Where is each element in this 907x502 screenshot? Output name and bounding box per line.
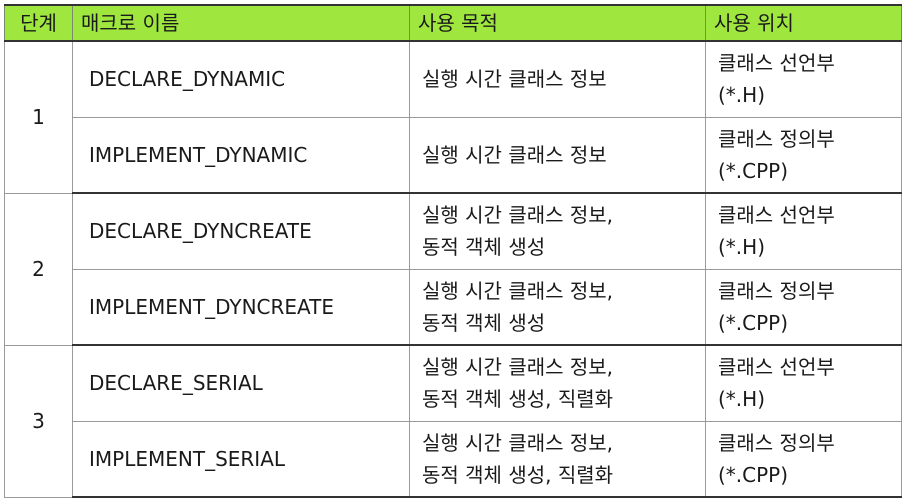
header-macro: 매크로 이름: [72, 4, 410, 42]
location-cell: 클래스 정의부 (*.CPP): [705, 268, 902, 346]
purpose-cell: 실행 시간 클래스 정보, 동적 객체 생성: [409, 192, 706, 270]
macro-name: IMPLEMENT_DYNCREATE: [72, 268, 410, 346]
location-line: (*.H): [718, 387, 766, 412]
purpose-line: 동적 객체 생성: [422, 310, 546, 335]
header-location: 사용 위치: [705, 4, 902, 42]
step-cell: 3: [4, 344, 73, 498]
macro-name: DECLARE_DYNCREATE: [72, 192, 410, 270]
purpose-line: 동적 객체 생성, 직렬화: [422, 387, 614, 412]
purpose-cell: 실행 시간 클래스 정보: [409, 40, 706, 118]
purpose-cell: 실행 시간 클래스 정보: [409, 116, 706, 194]
purpose-line: 실행 시간 클래스 정보,: [422, 430, 614, 455]
purpose-cell: 실행 시간 클래스 정보, 동적 객체 생성, 직렬화: [409, 344, 706, 422]
location-line: (*.H): [718, 235, 766, 260]
table-row: 1 DECLARE_DYNAMIC 실행 시간 클래스 정보 클래스 선언부 (…: [4, 40, 902, 194]
table-row: 2 DECLARE_DYNCREATE 실행 시간 클래스 정보, 동적 객체 …: [4, 192, 902, 346]
location-line: 클래스 정의부: [718, 278, 835, 303]
purpose-line: 동적 객체 생성: [422, 235, 546, 260]
macro-name: DECLARE_SERIAL: [72, 344, 410, 422]
macro-name: IMPLEMENT_DYNAMIC: [72, 116, 410, 194]
location-line: (*.CPP): [718, 158, 789, 183]
table-row: 3 DECLARE_SERIAL 실행 시간 클래스 정보, 동적 객체 생성,…: [4, 344, 902, 498]
header-step: 단계: [4, 4, 73, 42]
macro-table: 단계 매크로 이름 사용 목적 사용 위치 1 DECLARE_DYNAMIC …: [4, 4, 902, 498]
location-cell: 클래스 선언부 (*.H): [705, 344, 902, 422]
macro-name: DECLARE_DYNAMIC: [72, 40, 410, 118]
location-line: 클래스 선언부: [718, 355, 835, 380]
purpose-line: 실행 시간 클래스 정보,: [422, 203, 614, 228]
purpose-line: 실행 시간 클래스 정보,: [422, 355, 614, 380]
location-line: 클래스 정의부: [718, 126, 835, 151]
location-line: 클래스 선언부: [718, 51, 835, 76]
location-line: 클래스 정의부: [718, 430, 835, 455]
location-cell: 클래스 정의부 (*.CPP): [705, 420, 902, 498]
location-line: (*.H): [718, 83, 766, 108]
location-cell: 클래스 선언부 (*.H): [705, 192, 902, 270]
table-row: IMPLEMENT_DYNAMIC 실행 시간 클래스 정보 클래스 정의부 (…: [5, 116, 902, 194]
location-cell: 클래스 선언부 (*.H): [705, 40, 902, 118]
purpose-line: 실행 시간 클래스 정보: [422, 142, 607, 167]
header-purpose: 사용 목적: [409, 4, 706, 42]
location-cell: 클래스 정의부 (*.CPP): [705, 116, 902, 194]
location-line: (*.CPP): [718, 310, 789, 335]
table-row: IMPLEMENT_SERIAL 실행 시간 클래스 정보, 동적 객체 생성,…: [5, 420, 902, 498]
purpose-line: 동적 객체 생성, 직렬화: [422, 462, 614, 487]
location-line: 클래스 선언부: [718, 203, 835, 228]
step-cell: 1: [4, 40, 73, 194]
purpose-cell: 실행 시간 클래스 정보, 동적 객체 생성, 직렬화: [409, 420, 706, 498]
header-row: 단계 매크로 이름 사용 목적 사용 위치: [4, 4, 902, 42]
purpose-line: 실행 시간 클래스 정보,: [422, 278, 614, 303]
macro-name: IMPLEMENT_SERIAL: [72, 420, 410, 498]
purpose-line: 실행 시간 클래스 정보: [422, 67, 607, 92]
step-cell: 2: [4, 192, 73, 346]
location-line: (*.CPP): [718, 462, 789, 487]
table-row: IMPLEMENT_DYNCREATE 실행 시간 클래스 정보, 동적 객체 …: [5, 268, 902, 346]
purpose-cell: 실행 시간 클래스 정보, 동적 객체 생성: [409, 268, 706, 346]
